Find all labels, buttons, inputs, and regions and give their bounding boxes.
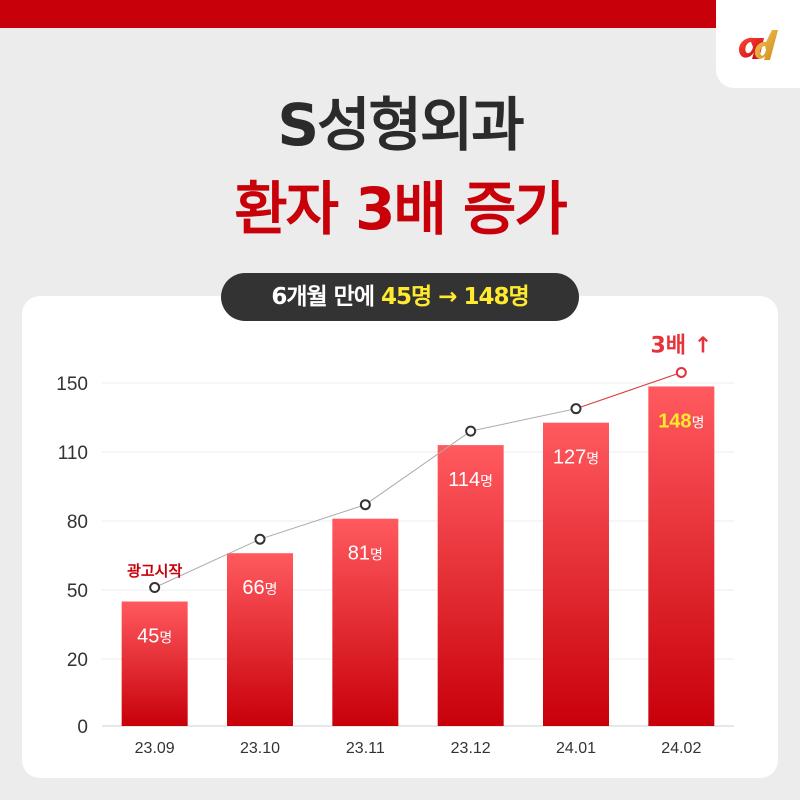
pill-prefix: 6개월 만에 (271, 284, 382, 310)
x-tick-label: 24.01 (556, 740, 596, 757)
x-tick-label: 23.09 (135, 740, 175, 757)
bar-value-label: 81명 (348, 543, 383, 565)
trend-point (570, 403, 582, 415)
annotation-end: 3배 ↑ (651, 333, 713, 358)
trend-point (675, 366, 687, 378)
y-tick-label: 150 (56, 374, 88, 395)
y-tick-label: 0 (77, 717, 88, 738)
bar (437, 445, 504, 726)
bar-value-label: 45명 (137, 626, 172, 648)
trend-point (359, 499, 371, 511)
trend-point (149, 582, 161, 593)
y-tick-label: 80 (67, 512, 88, 533)
bar (543, 422, 609, 726)
bar-value-label: 148명 (658, 410, 704, 432)
trend-point (254, 533, 266, 545)
page-title: S성형외과 (277, 91, 524, 159)
ad-logo-icon (738, 30, 778, 60)
x-tick-label: 23.12 (451, 740, 491, 757)
y-tick-label: 50 (67, 581, 88, 602)
x-tick-label: 23.10 (240, 740, 280, 757)
y-tick-label: 110 (58, 443, 88, 464)
x-tick-label: 24.02 (661, 740, 701, 757)
pill-value: 45명 → 148명 (381, 284, 530, 310)
bar (332, 518, 399, 726)
summary-pill: 6개월 만에 45명 → 148명 (221, 273, 579, 321)
y-tick-label: 20 (67, 650, 88, 671)
annotation-start: 광고시작 (127, 562, 182, 580)
bar (227, 553, 293, 726)
bar-value-label: 127명 (553, 447, 599, 469)
logo (716, 0, 800, 88)
bar (648, 386, 715, 726)
trend-point (465, 425, 477, 437)
trend-line-highlight (575, 371, 682, 410)
bar (121, 601, 188, 726)
bar-value-label: 66명 (242, 577, 277, 599)
top-accent-bar (0, 0, 800, 28)
x-tick-label: 23.11 (346, 740, 385, 757)
bar-value-label: 114명 (448, 469, 493, 491)
page-subtitle: 환자 3배 증가 (234, 175, 568, 243)
